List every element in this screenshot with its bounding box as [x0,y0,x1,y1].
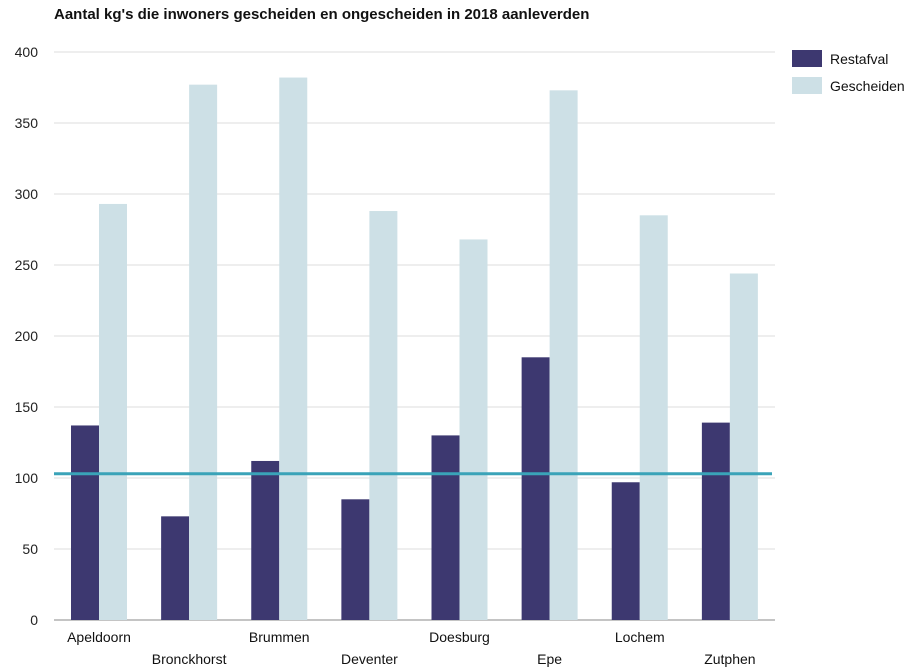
x-category-label: Epe [537,651,562,667]
x-category-label: Zutphen [704,651,755,667]
legend-swatch-gescheiden [792,77,822,94]
y-tick-label: 300 [15,186,39,202]
y-tick-label: 50 [22,541,38,557]
bar-restafval-zutphen [701,422,730,620]
y-axis-tick-labels: 0 50 100 150 200 250 300 350 400 [15,44,39,628]
bar-gescheiden-doesburg [459,239,488,620]
bars [71,77,758,621]
x-category-label: Deventer [341,651,398,667]
y-tick-label: 100 [15,470,39,486]
x-category-label: Lochem [615,629,665,645]
x-axis-category-labels: Apeldoorn Bronckhorst Brummen Deventer Doesb… [67,629,755,667]
bar-gescheiden-lochem [639,215,668,621]
bar-gescheiden-zutphen [729,273,758,620]
y-tick-label: 400 [15,44,39,60]
bar-restafval-apeldoorn [71,425,99,620]
bar-gescheiden-apeldoorn [99,203,127,620]
y-tick-label: 350 [15,115,39,131]
bar-gescheiden-brummen [279,77,308,620]
x-category-label: Brummen [249,629,310,645]
legend-label-restafval: Restafval [830,51,888,67]
y-tick-label: 200 [15,328,39,344]
bar-restafval-epe [521,357,550,620]
x-category-label: Bronckhorst [152,651,227,667]
bar-restafval-brummen [251,460,280,620]
legend: Restafval Gescheiden [792,50,905,94]
chart-title: Aantal kg's die inwoners gescheiden en o… [54,6,590,23]
x-category-label: Apeldoorn [67,629,131,645]
bar-restafval-lochem [611,482,640,620]
bar-restafval-doesburg [431,435,460,620]
bar-gescheiden-epe [549,90,578,621]
bar-restafval-bronckhorst [161,516,190,620]
y-tick-label: 250 [15,257,39,273]
y-tick-label: 0 [30,612,38,628]
x-category-label: Doesburg [429,629,490,645]
bar-restafval-deventer [341,499,370,620]
bar-gescheiden-deventer [369,211,398,621]
legend-label-gescheiden: Gescheiden [830,78,905,94]
bar-gescheiden-bronckhorst [189,84,218,620]
y-tick-label: 150 [15,399,39,415]
legend-swatch-restafval [792,50,822,67]
